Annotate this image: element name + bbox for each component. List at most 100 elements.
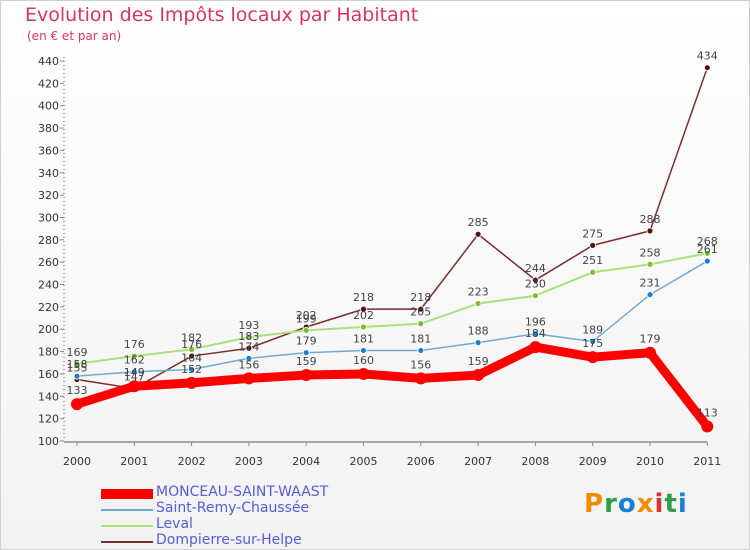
data-point-saint-remy-chauss-e <box>360 347 367 354</box>
legend-swatch <box>101 489 153 499</box>
data-label-monceau-saint-waast: 160 <box>353 354 374 367</box>
y-tick-label: 200 <box>38 323 59 336</box>
x-tick-label: 2003 <box>235 455 263 468</box>
data-point-dompierre-sur-helpe <box>703 64 711 72</box>
legend-label: MONCEAU-SAINT-WAAST <box>156 484 329 500</box>
legend: MONCEAU-SAINT-WAAST Saint-Remy-Chaussée Le… <box>101 484 431 550</box>
x-tick-label: 2011 <box>693 455 721 468</box>
data-label-monceau-saint-waast: 156 <box>410 358 431 371</box>
data-label-leval: 176 <box>124 338 145 351</box>
data-label-saint-remy-chauss-e: 181 <box>353 332 374 345</box>
legend-item-saint-remy-chauss-e: Saint-Remy-Chaussée <box>101 500 431 518</box>
data-label-dompierre-sur-helpe: 285 <box>468 216 489 229</box>
data-point-dompierre-sur-helpe <box>646 227 654 235</box>
data-point-monceau-saint-waast <box>701 420 714 433</box>
logo-letter: x <box>636 489 655 519</box>
data-label-leval: 223 <box>468 286 489 299</box>
data-label-leval: 230 <box>525 278 546 291</box>
data-label-monceau-saint-waast: 133 <box>67 384 88 397</box>
legend-swatch <box>101 525 153 527</box>
data-point-monceau-saint-waast <box>472 369 485 382</box>
data-label-monceau-saint-waast: 184 <box>525 327 546 340</box>
data-label-saint-remy-chauss-e: 164 <box>181 351 202 364</box>
data-label-saint-remy-chauss-e: 196 <box>525 316 546 329</box>
data-point-saint-remy-chauss-e <box>589 338 597 345</box>
data-label-saint-remy-chauss-e: 231 <box>640 277 661 290</box>
data-label-saint-remy-chauss-e: 174 <box>238 340 259 353</box>
data-label-leval: 268 <box>697 235 718 248</box>
logo-letter: P <box>584 489 605 519</box>
data-point-dompierre-sur-helpe <box>532 276 539 284</box>
x-tick-label: 2005 <box>350 455 378 468</box>
proxiti-logo: Proxiti <box>584 489 688 519</box>
x-tick-label: 2004 <box>292 455 320 468</box>
data-point-leval <box>703 249 711 257</box>
data-point-dompierre-sur-helpe <box>474 230 482 238</box>
data-label-monceau-saint-waast: 179 <box>640 333 661 346</box>
logo-letter: o <box>617 489 637 519</box>
data-label-leval: 205 <box>410 306 431 319</box>
legend-swatch <box>101 541 153 543</box>
y-tick-label: 420 <box>38 77 59 90</box>
data-point-monceau-saint-waast <box>529 341 542 354</box>
y-tick-label: 300 <box>38 211 59 224</box>
x-tick-label: 2006 <box>407 455 435 468</box>
data-label-leval: 199 <box>296 312 317 325</box>
legend-label: Leval <box>156 516 193 532</box>
data-point-monceau-saint-waast <box>586 351 599 364</box>
x-tick-label: 2008 <box>521 455 549 468</box>
data-point-monceau-saint-waast <box>71 398 83 411</box>
x-tick-label: 2000 <box>63 455 91 468</box>
y-tick-label: 100 <box>38 435 59 448</box>
data-point-monceau-saint-waast <box>242 372 255 385</box>
y-tick-label: 320 <box>38 189 59 202</box>
data-label-monceau-saint-waast: 156 <box>238 358 259 371</box>
data-label-saint-remy-chauss-e: 158 <box>67 358 88 371</box>
axes: 100 120 140 160 180 200 220 240 260 280 300 320 340 3… <box>38 55 721 468</box>
data-point-saint-remy-chauss-e <box>130 368 138 376</box>
data-label-dompierre-sur-helpe: 147 <box>124 370 145 383</box>
data-label-saint-remy-chauss-e: 181 <box>410 332 431 345</box>
data-label-dompierre-sur-helpe: 434 <box>697 50 718 63</box>
data-point-saint-remy-chauss-e <box>188 366 196 373</box>
data-point-monceau-saint-waast <box>185 376 198 389</box>
data-point-saint-remy-chauss-e <box>532 330 539 338</box>
series-line-dompierre-sur-helpe <box>76 66 709 390</box>
data-label-monceau-saint-waast: 175 <box>582 337 603 350</box>
series-line-monceau-saint-waast <box>72 342 712 431</box>
data-point-saint-remy-chauss-e <box>703 257 711 265</box>
data-point-dompierre-sur-helpe <box>589 242 597 249</box>
y-tick-label: 360 <box>38 144 59 157</box>
data-point-leval <box>360 323 367 331</box>
data-label-saint-remy-chauss-e: 189 <box>582 324 603 337</box>
data-label-monceau-saint-waast: 113 <box>697 406 718 419</box>
y-tick-label: 400 <box>38 100 59 113</box>
y-tick-label: 440 <box>38 55 59 68</box>
legend-item-dompierre-sur-helpe: Dompierre-sur-Helpe <box>101 532 431 550</box>
data-label-leval: 251 <box>582 254 603 267</box>
y-tick-label: 160 <box>38 368 59 381</box>
data-point-dompierre-sur-helpe <box>188 352 196 360</box>
logo-letter: i <box>654 489 665 519</box>
data-label-leval: 182 <box>181 331 202 344</box>
data-point-leval <box>302 326 310 334</box>
data-label-leval: 258 <box>640 246 661 259</box>
data-point-dompierre-sur-helpe <box>360 305 367 313</box>
data-label-saint-remy-chauss-e: 162 <box>124 354 145 367</box>
data-point-leval <box>130 352 138 360</box>
x-tick-label: 2002 <box>178 455 206 468</box>
series-layer <box>71 64 714 433</box>
data-point-leval <box>245 333 253 341</box>
data-label-dompierre-sur-helpe: 218 <box>410 291 431 304</box>
data-label-leval: 202 <box>353 309 374 322</box>
legend-label: Saint-Remy-Chaussée <box>156 500 310 516</box>
data-label-saint-remy-chauss-e: 188 <box>468 325 489 338</box>
data-point-leval <box>474 300 482 307</box>
data-point-dompierre-sur-helpe <box>417 305 425 313</box>
data-point-saint-remy-chauss-e <box>646 291 654 298</box>
legend-swatch <box>101 509 153 511</box>
data-point-saint-remy-chauss-e <box>245 354 253 362</box>
y-tick-label: 220 <box>38 301 59 314</box>
chart-title: Evolution des Impôts locaux par Habitant <box>25 4 419 26</box>
